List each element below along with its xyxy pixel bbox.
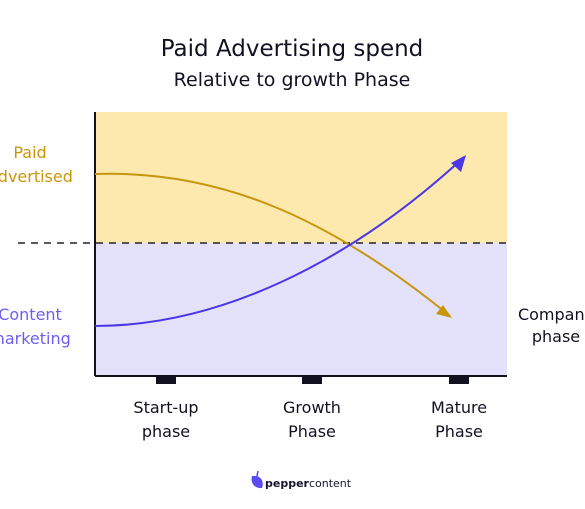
- zone-label-paid-line-1: Paid: [13, 143, 46, 162]
- zone-label-content-line-1: Content: [0, 305, 62, 324]
- tick-label-growth-line-2: Phase: [288, 422, 336, 441]
- brand-name-part-1: pepper: [265, 477, 310, 490]
- tick-label-mature-line-1: Mature: [431, 398, 487, 417]
- zone-label-paid-line-2: Advertised: [0, 167, 73, 186]
- zone-content-background: [95, 243, 507, 376]
- brand-name: peppercontent: [265, 477, 352, 490]
- x-axis-label-line-1: Company: [518, 305, 585, 324]
- tick-mark-growth: [302, 376, 322, 384]
- series-content-marketing-arrowhead: [451, 155, 466, 172]
- series-paid-advertised-line: [94, 172, 451, 317]
- tick-label-start-up-line-1: Start-up: [133, 398, 198, 417]
- zone-paid-background: [95, 112, 507, 243]
- pepper-icon: [251, 476, 263, 489]
- brand-name-part-2: content: [309, 477, 352, 490]
- chart-title: Paid Advertising spend: [161, 36, 424, 62]
- x-axis-label-line-2: phase: [532, 327, 580, 346]
- series-paid-advertised-arrowhead: [436, 305, 452, 318]
- zone-label-content-line-2: marketing: [0, 329, 71, 348]
- pepper-stem-icon: [256, 470, 259, 477]
- tick-label-start-up-line-2: phase: [142, 422, 190, 441]
- tick-label-mature-line-2: Phase: [435, 422, 483, 441]
- brand-logo: peppercontent: [251, 470, 352, 490]
- series-content-marketing-line: [94, 157, 464, 327]
- chart-subtitle: Relative to growth Phase: [174, 69, 411, 91]
- tick-mark-start-up: [156, 376, 176, 384]
- tick-label-growth-line-1: Growth: [283, 398, 341, 417]
- tick-mark-mature: [449, 376, 469, 384]
